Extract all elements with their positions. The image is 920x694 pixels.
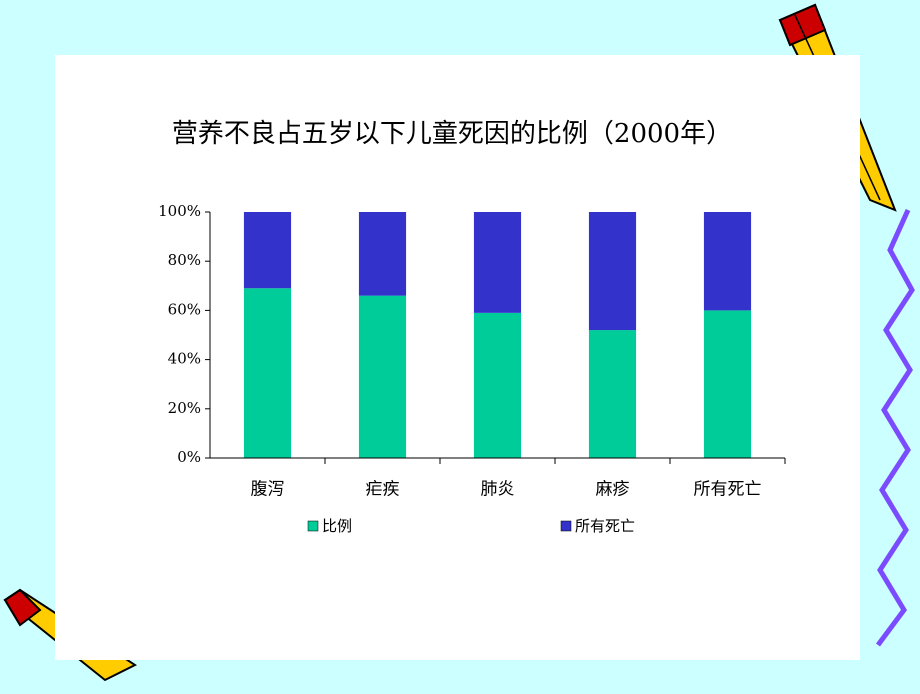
bar-segment: [473, 312, 522, 458]
x-tick-label: 所有死亡: [694, 480, 762, 500]
chart-title: 营养不良占五岁以下儿童死因的比例（2000年）: [172, 119, 732, 149]
legend-swatch: [560, 520, 572, 532]
bar-segment: [473, 212, 522, 313]
bar-segment: [588, 330, 637, 458]
decor-squiggle: [875, 208, 915, 647]
bar-segment: [243, 288, 292, 458]
bar-segment: [703, 310, 752, 458]
x-tick-label: 肺炎: [481, 480, 515, 500]
legend-swatch: [307, 520, 319, 532]
bar-segment: [703, 212, 752, 311]
legend-label: 所有死亡: [575, 517, 635, 535]
y-tick-label: 20%: [168, 399, 201, 417]
bar-segment: [358, 212, 407, 296]
y-tick-label: 40%: [168, 350, 201, 368]
y-tick-label: 100%: [158, 202, 201, 220]
y-tick-label: 80%: [168, 251, 201, 269]
x-tick-label: 疟疾: [366, 480, 400, 500]
x-tick-label: 腹泻: [251, 480, 285, 500]
bar-segment: [358, 295, 407, 458]
bar-segment: [588, 212, 637, 331]
y-tick-label: 60%: [168, 300, 201, 318]
legend-label: 比例: [322, 517, 352, 535]
x-tick-label: 麻疹: [596, 480, 630, 500]
y-tick-label: 0%: [177, 448, 201, 466]
bar-segment: [243, 212, 292, 289]
